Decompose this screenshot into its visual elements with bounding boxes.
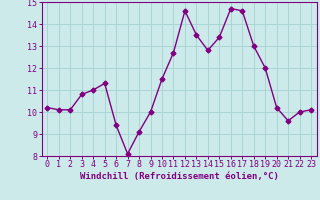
X-axis label: Windchill (Refroidissement éolien,°C): Windchill (Refroidissement éolien,°C) [80,172,279,181]
